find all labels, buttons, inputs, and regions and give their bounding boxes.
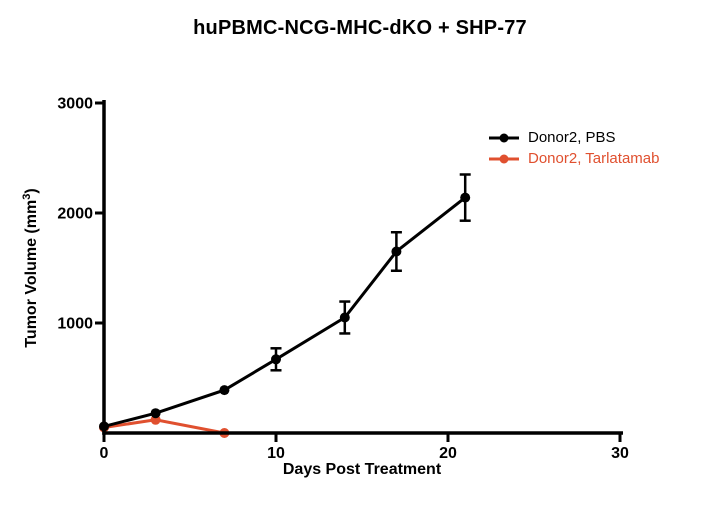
x-tick-label: 20	[439, 445, 457, 462]
y-axis-label-text: Tumor Volume (mm	[23, 199, 41, 348]
x-axis-label: Days Post Treatment	[282, 461, 442, 478]
data-point-marker	[339, 312, 350, 323]
legend: Donor2, PBS Donor2, Tarlatamab	[488, 127, 659, 169]
line-marker-icon	[489, 154, 519, 163]
data-point-marker	[391, 246, 402, 257]
legend-item-label: Donor2, Tarlatamab	[528, 150, 660, 167]
data-point-marker	[219, 385, 230, 396]
line-marker-icon	[489, 133, 519, 142]
data-point-marker	[460, 192, 471, 203]
legend-item-donor2-tarlatamab: Donor2, Tarlatamab	[488, 148, 659, 169]
legend-item-label: Donor2, PBS	[528, 129, 616, 146]
x-tick-label: 0	[100, 445, 109, 462]
x-tick-label: 10	[267, 445, 285, 462]
data-point-marker	[150, 408, 161, 419]
y-axis-label-suffix: )	[23, 188, 41, 194]
legend-item-donor2-pbs: Donor2, PBS	[488, 127, 659, 148]
chart-title: huPBMC-NCG-MHC-dKO + SHP-77	[193, 17, 527, 39]
y-axis-label-superscript: 3	[20, 193, 33, 200]
x-tick-label: 30	[611, 445, 629, 462]
y-tick-label: 1000	[57, 316, 93, 333]
y-axis-label: Tumor Volume (mm3)	[21, 188, 41, 347]
series-line-donor2-pbs	[103, 196, 467, 428]
y-tick-label: 2000	[57, 206, 93, 223]
data-point-marker	[271, 354, 281, 365]
y-tick-label: 3000	[57, 96, 93, 113]
